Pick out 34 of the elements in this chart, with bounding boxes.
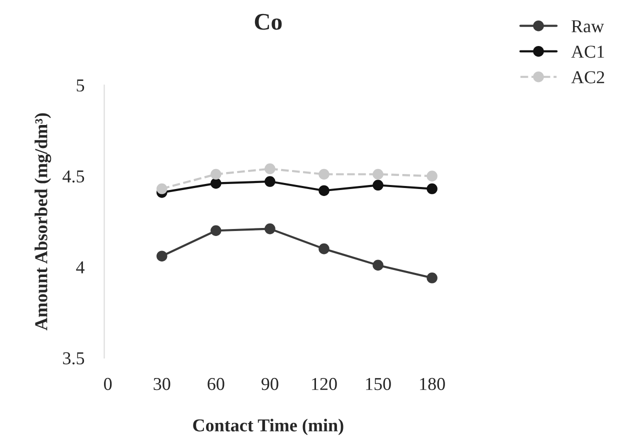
- chart-title: Co: [254, 14, 282, 30]
- x-tick-label: 150: [366, 378, 391, 390]
- y-tick-label: 4: [76, 261, 85, 274]
- x-tick-label: 0: [104, 378, 112, 390]
- y-tick-label: 3.5: [63, 352, 84, 364]
- point: [318, 243, 330, 254]
- point: [318, 185, 330, 196]
- point: [264, 223, 276, 234]
- y-tick-label: 5: [76, 80, 84, 92]
- x-tick-label: 180: [420, 378, 445, 390]
- y-axis-title: Amount Absorbed (mg/dm³): [34, 113, 52, 330]
- legend-label: AC1: [571, 46, 604, 58]
- point: [426, 170, 438, 182]
- point: [156, 183, 168, 194]
- x-tick-label: 30: [154, 378, 170, 390]
- legend-label: AC2: [571, 71, 604, 84]
- point: [372, 180, 384, 191]
- point: [318, 168, 330, 180]
- x-axis-title: Contact Time (min): [193, 418, 344, 436]
- point: [210, 178, 222, 189]
- x-tick-label: 90: [262, 378, 278, 390]
- point: [426, 272, 438, 284]
- point: [264, 176, 276, 187]
- point: [210, 168, 222, 180]
- point: [210, 225, 222, 236]
- point: [156, 250, 168, 262]
- point: [264, 163, 276, 174]
- point: [426, 183, 438, 194]
- x-tick-label: 120: [312, 378, 337, 390]
- point: [372, 168, 384, 180]
- x-tick-label: 60: [208, 378, 224, 390]
- y-tick-label: 4.5: [62, 170, 84, 183]
- legend-label: Raw: [572, 20, 604, 32]
- point: [372, 260, 384, 271]
